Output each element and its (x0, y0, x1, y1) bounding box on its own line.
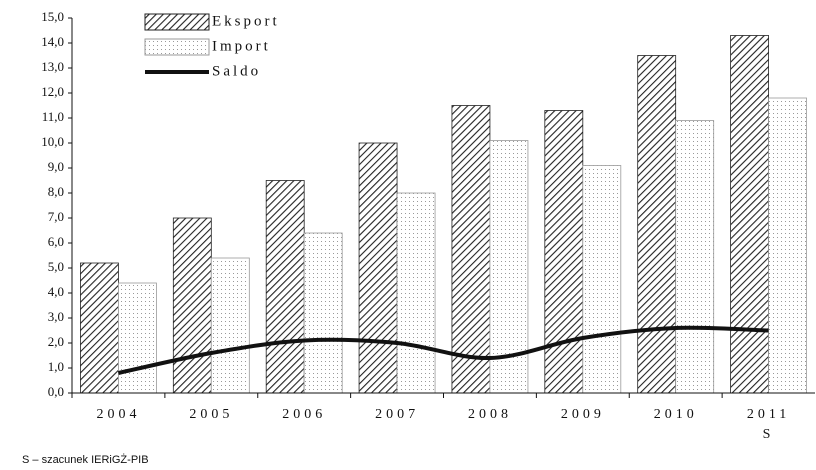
y-tick-label: 5,0 (48, 259, 64, 274)
y-tick-label: 13,0 (41, 59, 64, 74)
x-tick-label: 2004 (96, 407, 140, 422)
y-tick-label: 10,0 (41, 134, 64, 149)
legend-swatch (144, 38, 210, 56)
bar (396, 192, 436, 394)
bar (637, 55, 677, 394)
bar (265, 180, 305, 394)
x-tick-label: 2007 (375, 407, 419, 422)
legend-swatch (144, 13, 210, 31)
legend-label: Import (212, 38, 271, 54)
y-tick-label: 9,0 (48, 159, 64, 174)
bar (451, 105, 491, 394)
bar (768, 97, 807, 394)
bar (582, 165, 622, 394)
bar (675, 120, 715, 394)
y-tick-label: 2,0 (48, 334, 64, 349)
bar (303, 232, 343, 394)
y-tick-label: 11,0 (42, 109, 64, 124)
legend-label: Eksport (212, 13, 280, 29)
x-tick-label: 2009 (561, 407, 605, 422)
y-tick-label: 6,0 (48, 234, 64, 249)
y-tick-label: 12,0 (41, 84, 64, 99)
bar (210, 257, 250, 394)
y-tick-label: 0,0 (48, 384, 64, 399)
y-tick-label: 15,0 (41, 9, 64, 24)
bar (172, 217, 212, 394)
y-tick-label: 1,0 (48, 359, 64, 374)
line (118, 325, 769, 375)
category-note: S (763, 427, 775, 442)
bar (730, 35, 769, 394)
bar (489, 140, 529, 394)
legend-label: Saldo (212, 63, 261, 79)
y-tick-label: 8,0 (48, 184, 64, 199)
bar (544, 110, 584, 394)
bar (80, 262, 119, 394)
y-tick-label: 7,0 (48, 209, 64, 224)
footnote: S – szacunek IERiGŻ-PIB (22, 453, 149, 466)
x-tick-label: 2011 (747, 407, 790, 422)
y-tick-label: 14,0 (41, 34, 64, 49)
x-tick-label: 2005 (189, 407, 233, 422)
x-tick-label: 2010 (654, 407, 698, 422)
y-tick-label: 4,0 (48, 284, 64, 299)
x-tick-label: 2006 (282, 407, 326, 422)
bar (118, 282, 157, 394)
y-tick-label: 3,0 (48, 309, 64, 324)
x-tick-label: 2008 (468, 407, 512, 422)
bar (358, 142, 398, 394)
